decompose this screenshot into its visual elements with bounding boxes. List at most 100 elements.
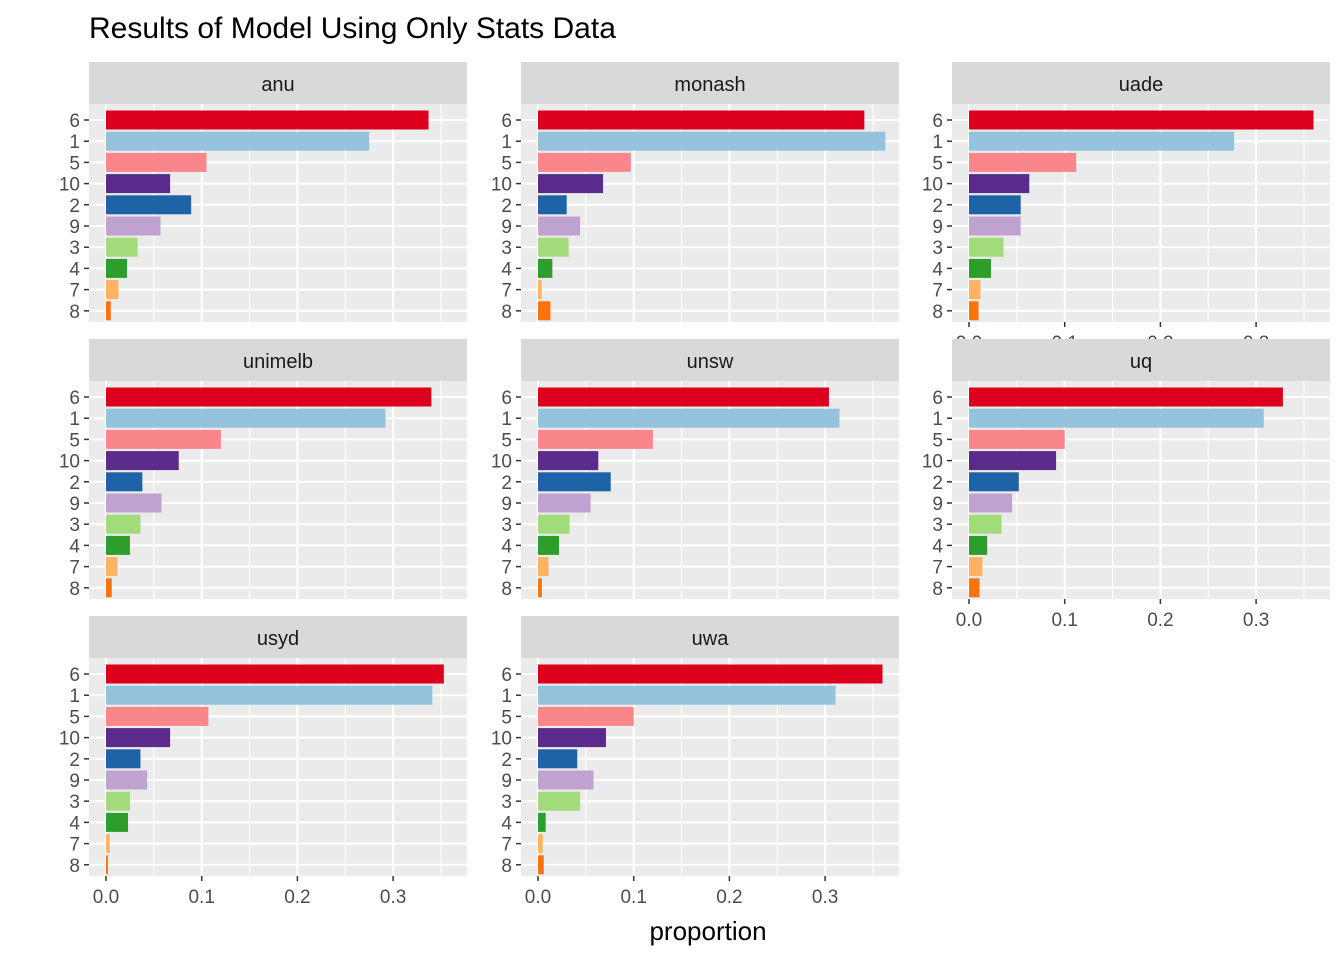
y-tick-label: 7 — [69, 835, 80, 856]
bar-8 — [538, 855, 544, 875]
panel-title: anu — [261, 74, 294, 96]
y-tick-label: 8 — [501, 579, 512, 600]
panel-strip — [89, 339, 467, 381]
bar-3 — [969, 514, 1002, 534]
bar-8 — [538, 301, 551, 321]
bar-7 — [969, 557, 983, 577]
y-tick-label: 6 — [69, 388, 80, 409]
bar-2 — [538, 749, 578, 769]
bar-9 — [538, 216, 581, 236]
y-tick-label: 9 — [932, 217, 943, 238]
y-tick-label: 6 — [501, 665, 512, 686]
x-tick-label: 0.3 — [380, 887, 406, 908]
bar-10 — [538, 728, 606, 748]
y-tick-label: 9 — [501, 217, 512, 238]
bar-4 — [969, 535, 988, 555]
bar-9 — [969, 493, 1013, 513]
y-tick-label: 3 — [69, 792, 80, 813]
y-tick-label: 3 — [932, 515, 943, 536]
bar-9 — [106, 770, 148, 790]
y-tick-label: 4 — [501, 259, 512, 280]
bar-8 — [969, 578, 980, 598]
panel-title: usyd — [257, 628, 299, 650]
bar-3 — [969, 237, 1004, 257]
bar-7 — [106, 834, 110, 854]
y-tick-label: 2 — [69, 196, 80, 217]
y-tick-label: 1 — [501, 409, 512, 430]
bar-4 — [538, 535, 560, 555]
y-tick-label: 9 — [932, 494, 943, 515]
panel-strip — [952, 339, 1330, 381]
panel-uade: uade615102934780.00.10.20.3 — [922, 62, 1330, 354]
y-tick-label: 2 — [69, 473, 80, 494]
y-tick-label: 3 — [932, 238, 943, 259]
bar-6 — [538, 387, 829, 407]
y-tick-label: 5 — [932, 153, 943, 174]
panel-strip — [89, 616, 467, 658]
bar-4 — [106, 812, 129, 832]
y-tick-label: 6 — [932, 111, 943, 132]
chart-title: Results of Model Using Only Stats Data — [89, 12, 616, 45]
bar-2 — [538, 195, 567, 215]
x-tick-label: 0.1 — [1051, 610, 1077, 631]
y-tick-label: 10 — [491, 729, 512, 750]
y-tick-label: 1 — [69, 132, 80, 153]
bar-7 — [969, 280, 981, 300]
bar-8 — [106, 578, 112, 598]
y-tick-label: 10 — [491, 452, 512, 473]
bar-5 — [106, 429, 221, 449]
y-tick-label: 8 — [501, 856, 512, 877]
y-tick-label: 2 — [69, 750, 80, 771]
y-tick-label: 7 — [932, 281, 943, 302]
y-tick-label: 3 — [501, 515, 512, 536]
y-tick-label: 5 — [69, 707, 80, 728]
y-tick-label: 8 — [69, 579, 80, 600]
bar-4 — [969, 258, 992, 278]
bar-6 — [538, 110, 865, 130]
bar-5 — [969, 152, 1077, 172]
y-tick-label: 2 — [932, 196, 943, 217]
bar-5 — [106, 152, 207, 172]
y-tick-label: 9 — [69, 771, 80, 792]
x-tick-label: 0.0 — [93, 887, 119, 908]
bar-4 — [106, 258, 128, 278]
bar-7 — [538, 280, 542, 300]
x-tick-label: 0.3 — [1243, 610, 1269, 631]
bar-1 — [106, 131, 370, 151]
y-tick-label: 5 — [69, 430, 80, 451]
bar-3 — [538, 791, 581, 811]
bar-3 — [538, 514, 570, 534]
y-tick-label: 8 — [932, 579, 943, 600]
bar-9 — [106, 493, 162, 513]
bar-3 — [106, 237, 138, 257]
bar-8 — [106, 855, 108, 875]
y-tick-label: 1 — [932, 409, 943, 430]
y-tick-label: 1 — [501, 132, 512, 153]
bar-1 — [538, 131, 886, 151]
x-tick-label: 0.1 — [188, 887, 214, 908]
bar-9 — [969, 216, 1021, 236]
bar-7 — [538, 557, 549, 577]
bar-6 — [969, 110, 1314, 130]
y-tick-label: 8 — [69, 302, 80, 323]
bar-2 — [106, 749, 141, 769]
x-tick-label: 0.2 — [1147, 610, 1173, 631]
y-tick-label: 7 — [69, 281, 80, 302]
y-tick-label: 1 — [501, 686, 512, 707]
y-tick-label: 4 — [501, 813, 512, 834]
y-tick-label: 9 — [69, 217, 80, 238]
panel-title: unsw — [687, 351, 734, 373]
y-tick-label: 4 — [932, 259, 943, 280]
y-tick-label: 10 — [491, 175, 512, 196]
y-tick-label: 7 — [501, 558, 512, 579]
y-tick-label: 9 — [501, 771, 512, 792]
panels-layer: anu61510293478monash61510293478uade61510… — [59, 62, 1330, 908]
panel-strip — [89, 62, 467, 104]
